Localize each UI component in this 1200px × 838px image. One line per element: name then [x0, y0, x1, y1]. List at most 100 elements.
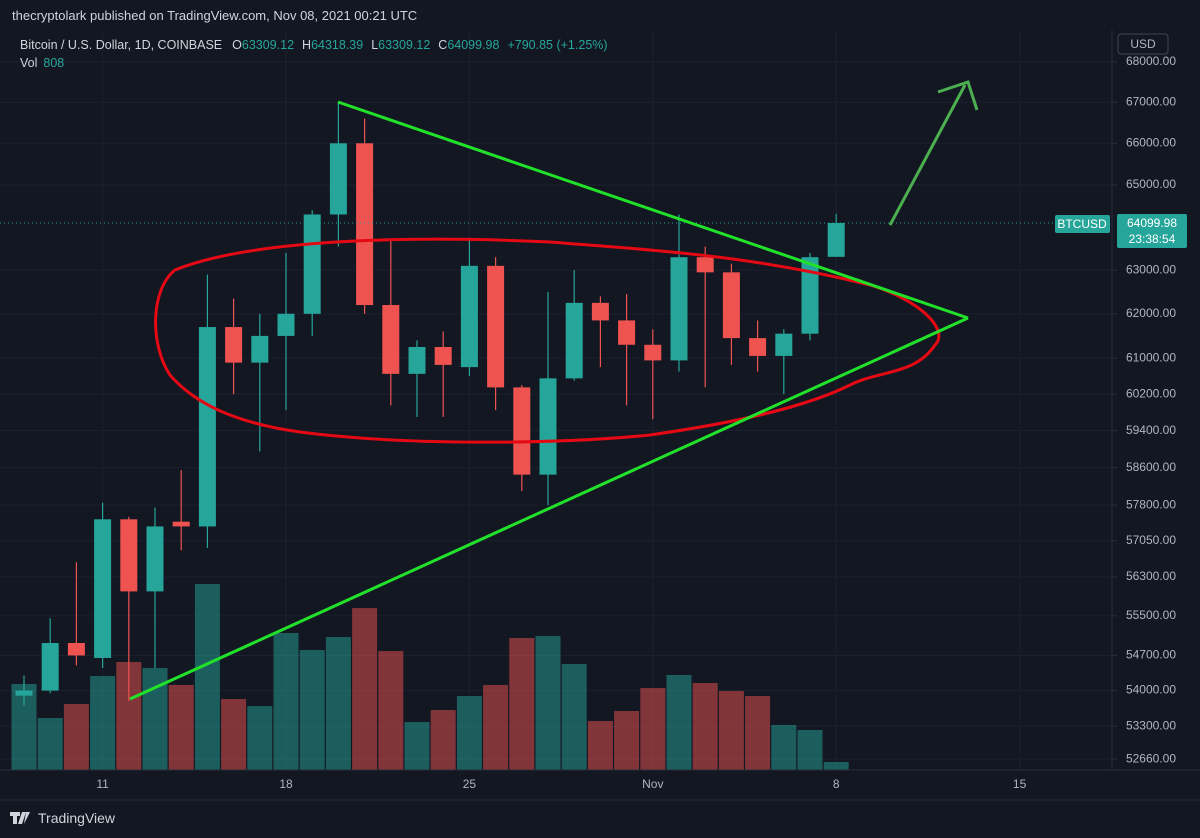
body [277, 313, 295, 336]
volume-bar [666, 674, 692, 770]
body [591, 302, 609, 321]
body [460, 265, 478, 368]
volume-bar [168, 684, 194, 770]
last-price: 64099.98 [1127, 216, 1177, 230]
volume-legend: Vol 808 [20, 56, 64, 70]
x-tick-label: Nov [642, 777, 663, 791]
y-tick-label: 67000.00 [1126, 94, 1176, 108]
y-tick-label: 68000.00 [1126, 54, 1176, 68]
x-tick-label: 8 [833, 777, 840, 791]
volume-bar [430, 710, 456, 770]
l-label: L [371, 38, 379, 52]
arrow [888, 80, 979, 226]
x-tick-label: 18 [279, 777, 293, 791]
volume-bar [745, 696, 771, 770]
body [801, 257, 819, 334]
vol-value: 808 [43, 56, 65, 70]
h-label: H [302, 38, 312, 52]
vol-label: Vol [20, 56, 38, 70]
body [41, 643, 59, 691]
volume-bar [299, 650, 325, 770]
y-tick-label: 53300.00 [1126, 718, 1176, 732]
body [225, 327, 243, 363]
change: +790.85 (+1.25%) [507, 38, 608, 52]
volume-bar [273, 632, 299, 770]
volume-bar [718, 691, 744, 770]
y-tick-label: 52660.00 [1126, 751, 1176, 765]
body [827, 222, 845, 257]
logo [10, 812, 30, 824]
volume-bar [325, 637, 351, 770]
y-tick-label: 56300.00 [1126, 569, 1176, 583]
published: thecryptolark published on TradingView.c… [12, 8, 418, 23]
volume-bar [378, 651, 404, 770]
body [644, 344, 662, 361]
y-tick-label: 65000.00 [1126, 177, 1176, 191]
volume-bar [823, 762, 849, 770]
volume-bar [456, 696, 482, 770]
volume-bar [561, 663, 587, 770]
body [146, 526, 164, 592]
c-value: 64099.98 [447, 38, 500, 52]
body [513, 387, 531, 475]
countdown: 23:38:54 [1129, 232, 1176, 246]
body [618, 320, 636, 345]
body [251, 335, 269, 363]
upper-trendline [337, 100, 969, 320]
body [94, 519, 112, 658]
o-value: 63309.12 [241, 38, 295, 52]
y-tick-label: 63000.00 [1126, 262, 1176, 276]
x-tick-label: 15 [1013, 777, 1027, 791]
y-tick-label: 54000.00 [1126, 683, 1176, 697]
y-tick-label: 61000.00 [1126, 350, 1176, 364]
candles [0, 102, 1112, 706]
volume-bar [771, 724, 797, 770]
volume-bar [90, 676, 116, 770]
x-tick-label: 11 [96, 777, 109, 791]
volume-bar [535, 636, 561, 770]
body [539, 378, 557, 475]
volume-bar [221, 699, 247, 770]
body [722, 272, 740, 339]
volume-bar [797, 730, 823, 770]
symbol: BTCUSD [1057, 217, 1107, 231]
currency: USD [1130, 37, 1156, 51]
volume-bar [352, 608, 378, 770]
axis: 52660.00 53300.00 54000.00 54700.00 55500.00… [96, 54, 1176, 791]
volume-bar [587, 721, 613, 770]
body [565, 302, 583, 379]
body [120, 519, 138, 592]
x-tick-label: 25 [463, 777, 477, 791]
c-label: C [438, 38, 448, 52]
body [356, 143, 374, 306]
volume-bar [404, 721, 430, 770]
volume-bar [483, 684, 509, 770]
l-value: 63309.12 [378, 38, 431, 52]
volume-bar [194, 584, 220, 770]
price-box [1117, 214, 1187, 248]
volume-bar [63, 703, 89, 770]
body [67, 643, 85, 656]
body [434, 347, 452, 365]
body [303, 214, 321, 314]
body [198, 327, 216, 527]
currency-box [1117, 33, 1169, 55]
body [15, 690, 33, 696]
body [487, 265, 505, 388]
y-tick-label: 62000.00 [1126, 306, 1176, 320]
volume-pane [11, 584, 849, 770]
body [408, 347, 426, 374]
o-label: O [232, 38, 242, 52]
body [670, 257, 688, 361]
y-tick-label: 57800.00 [1126, 497, 1176, 511]
y-tick-label: 60200.00 [1126, 386, 1176, 400]
body [329, 143, 347, 215]
y-tick-label: 58600.00 [1126, 460, 1176, 474]
y-tick-label: 59400.00 [1126, 423, 1176, 437]
body [172, 521, 190, 527]
volume-bar [640, 688, 666, 770]
legend: Bitcoin / U.S. Dollar, 1D, COINBASE O 633… [20, 38, 616, 52]
y-tick-label: 54700.00 [1126, 648, 1176, 662]
